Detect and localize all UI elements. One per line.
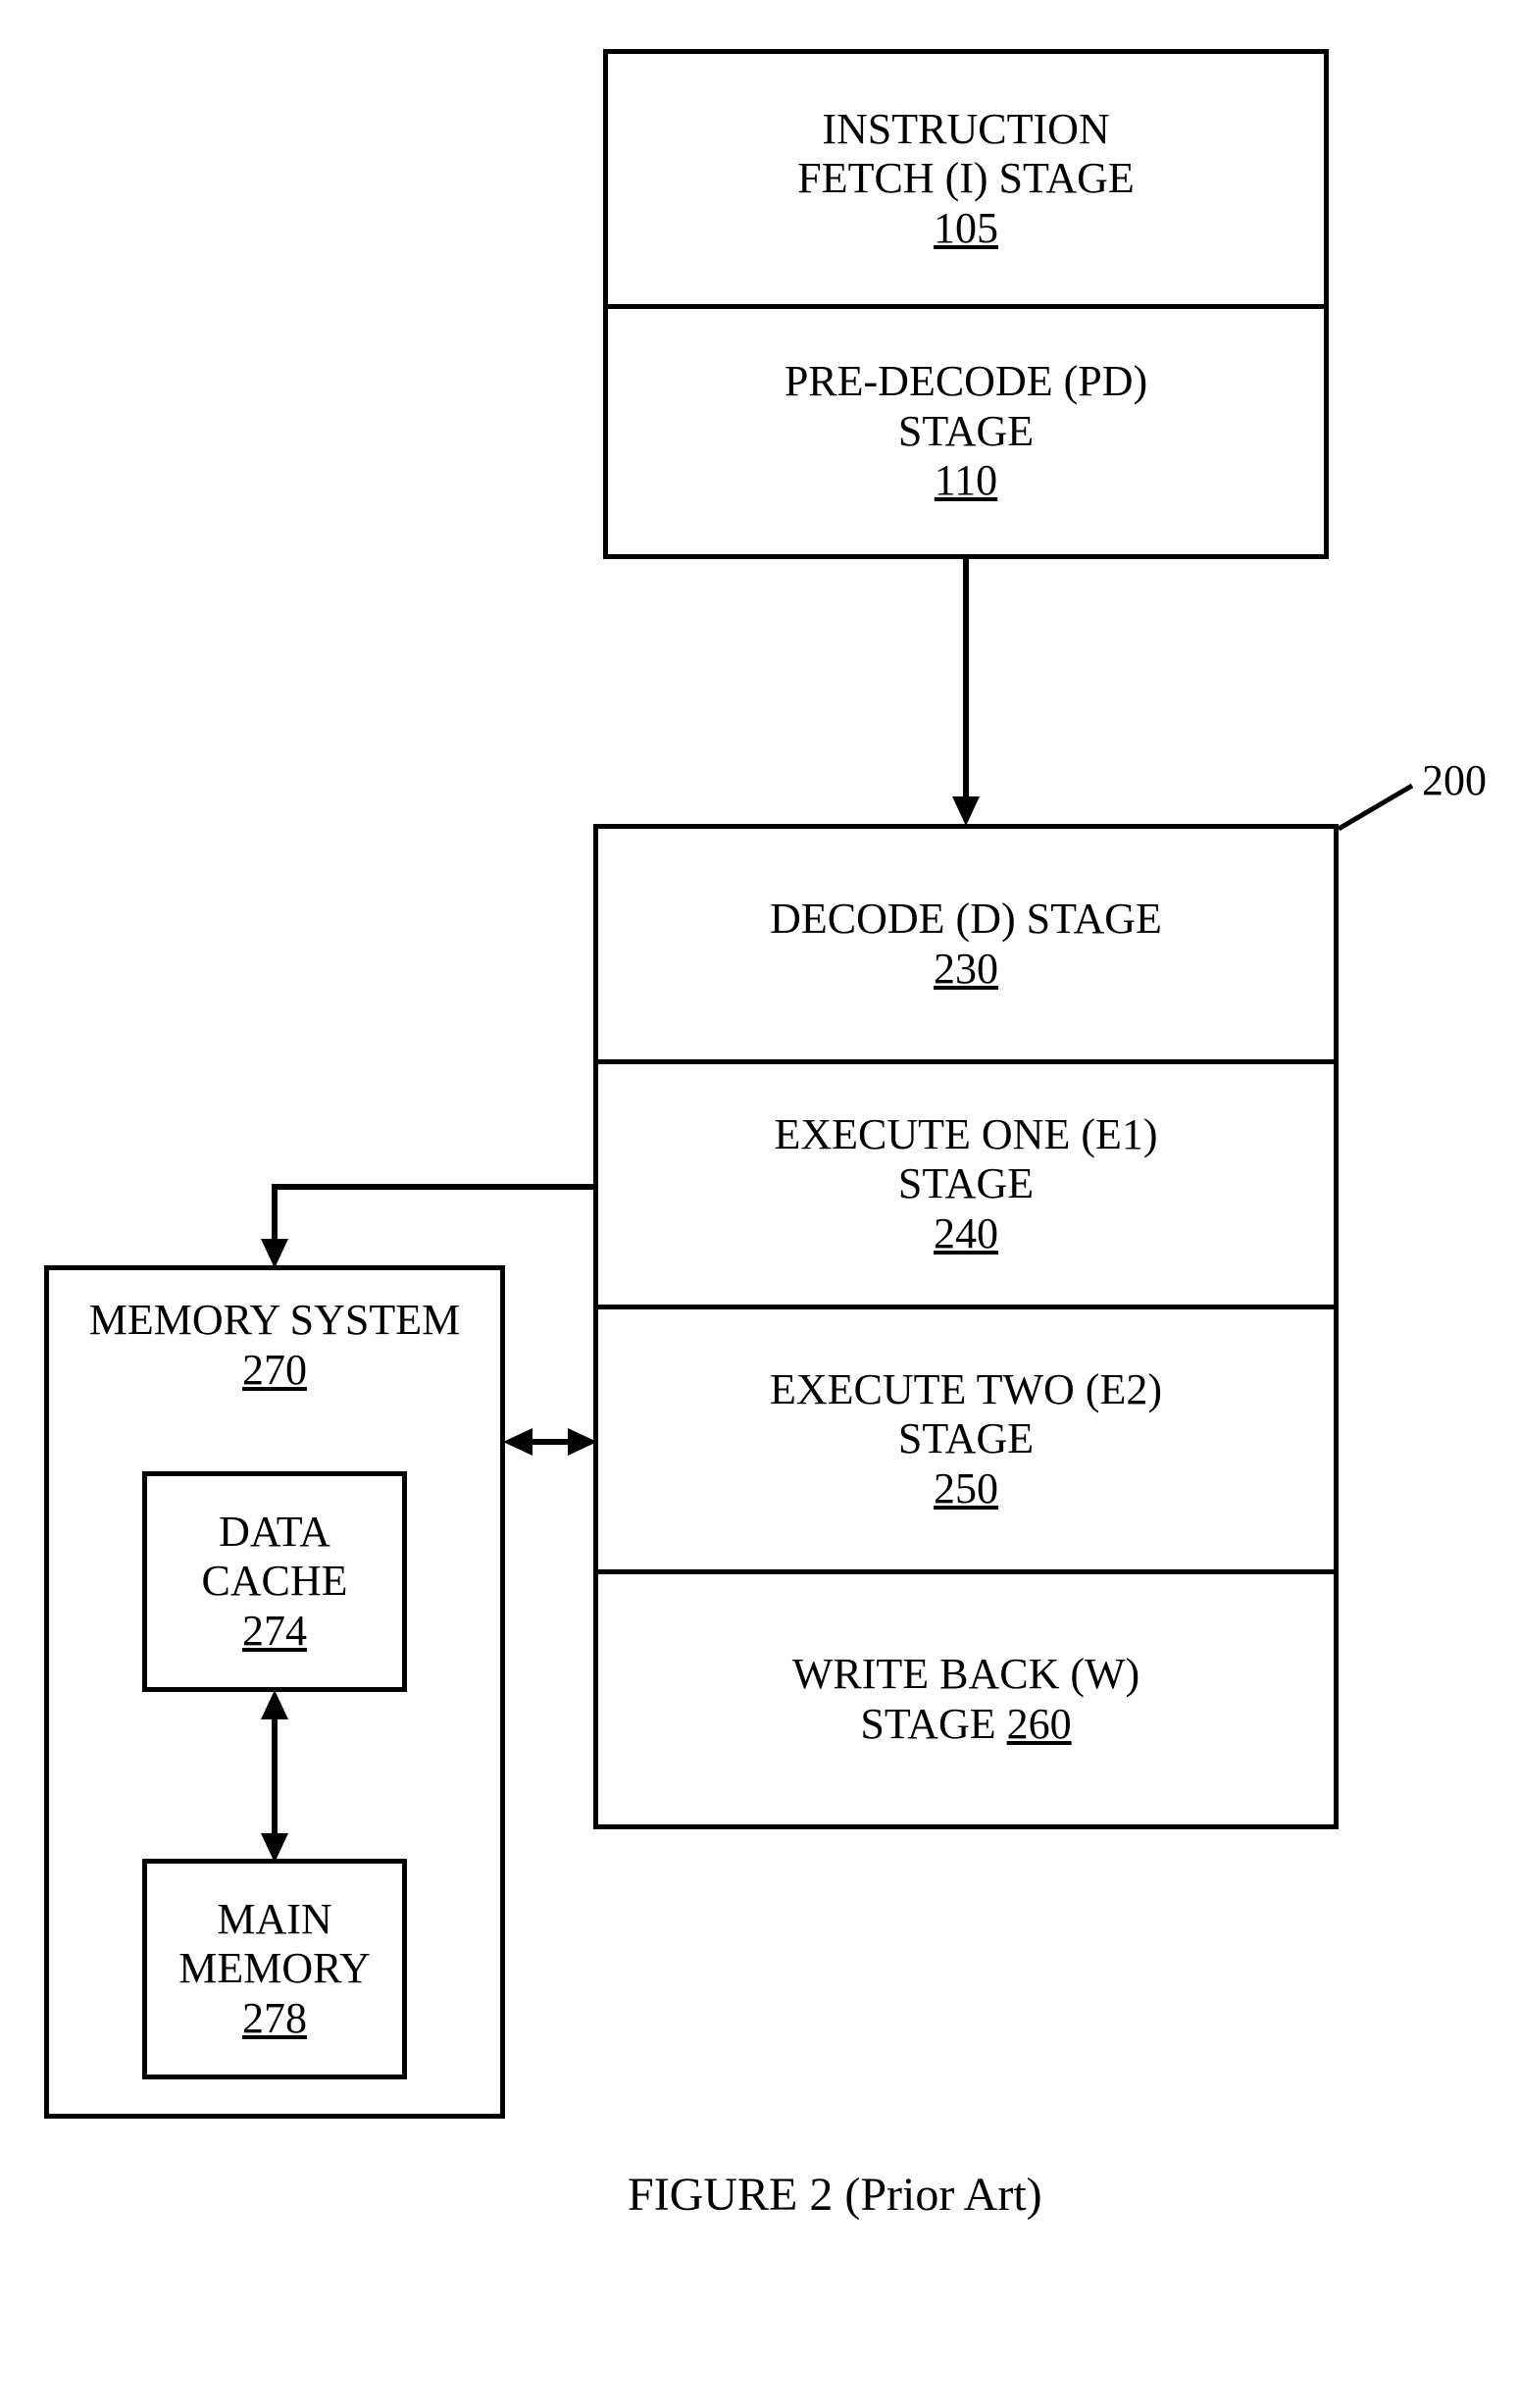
label-200: 200: [1422, 755, 1487, 805]
mainmem-line2: MEMORY: [178, 1944, 371, 1992]
block-writeback: WRITE BACK (W) STAGE 260: [593, 1569, 1339, 1829]
dcache-line1: DATA: [219, 1508, 330, 1556]
block-decode: DECODE (D) STAGE 230: [593, 824, 1339, 1064]
writeback-stage: STAGE: [860, 1700, 1006, 1748]
exec2-ref: 250: [934, 1464, 998, 1512]
exec2-line2: STAGE: [898, 1414, 1034, 1462]
mainmem-ref: 278: [242, 1994, 307, 2042]
exec2-line1: EXECUTE TWO (E2): [770, 1365, 1162, 1413]
exec1-line2: STAGE: [898, 1159, 1034, 1207]
block-exec2: EXECUTE TWO (E2) STAGE 250: [593, 1305, 1339, 1574]
memsys-title: MEMORY SYSTEM: [89, 1296, 461, 1344]
leader-200: [1334, 780, 1422, 834]
block-exec1: EXECUTE ONE (E1) STAGE 240: [593, 1059, 1339, 1309]
decode-line1: DECODE (D) STAGE: [770, 895, 1162, 943]
exec1-line1: EXECUTE ONE (E1): [774, 1110, 1157, 1158]
predecode-ref: 110: [935, 456, 997, 504]
biarrow-cache-mainmem: [253, 1690, 296, 1863]
exec1-ref: 240: [934, 1209, 998, 1257]
predecode-line1: PRE-DECODE (PD): [785, 357, 1147, 405]
block-main-memory: MAIN MEMORY 278: [142, 1859, 407, 2079]
block-predecode: PRE-DECODE (PD) STAGE 110: [603, 304, 1329, 559]
predecode-line2: STAGE: [898, 407, 1034, 455]
fetch-line1: INSTRUCTION: [822, 105, 1109, 153]
arrow-pd-to-decode: [941, 559, 990, 829]
figure-caption: FIGURE 2 (Prior Art): [628, 2168, 1042, 2222]
writeback-line1: WRITE BACK (W): [792, 1650, 1139, 1698]
mainmem-line1: MAIN: [217, 1895, 331, 1943]
writeback-ref: 260: [1007, 1700, 1072, 1748]
biarrow-mem-e2: [503, 1422, 597, 1461]
dcache-line2: CACHE: [201, 1557, 347, 1605]
decode-ref: 230: [934, 945, 998, 993]
dcache-ref: 274: [242, 1607, 307, 1655]
fetch-ref: 105: [934, 204, 998, 252]
fetch-line2: FETCH (I) STAGE: [797, 154, 1135, 202]
block-fetch: INSTRUCTION FETCH (I) STAGE 105: [603, 49, 1329, 309]
memsys-ref: 270: [242, 1346, 307, 1394]
block-data-cache: DATA CACHE 274: [142, 1471, 407, 1692]
arrow-e1-to-mem: [250, 1162, 603, 1275]
